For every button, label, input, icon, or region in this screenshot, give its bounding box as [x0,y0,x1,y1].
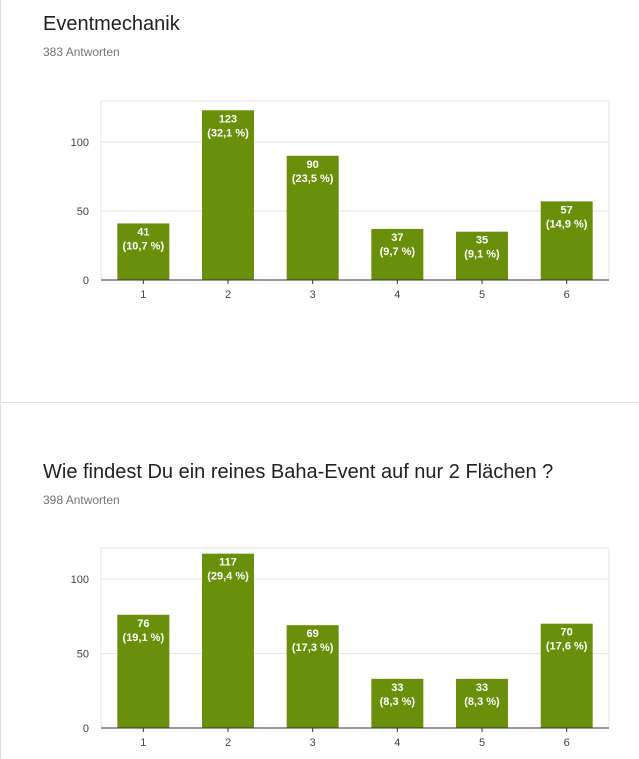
bar-value-label: 123 [219,113,237,125]
bar-value-label: 37 [391,232,403,244]
bar-percent-label: (8,3 %) [464,696,500,708]
bar[interactable] [371,228,424,280]
bar[interactable] [540,201,593,280]
bar-percent-label: (29,4 %) [207,571,249,583]
x-tick-label: 6 [564,737,570,749]
x-tick-label: 3 [310,289,316,301]
bar-percent-label: (17,3 %) [292,642,334,654]
bar-percent-label: (17,6 %) [546,641,588,653]
bar-value-label: 41 [137,226,149,238]
x-tick-label: 5 [479,289,485,301]
bar-value-label: 57 [561,204,573,216]
question-card-2: Wie findest Du ein reines Baha-Event auf… [0,404,639,759]
bar[interactable] [286,155,339,280]
x-tick-label: 2 [225,737,231,749]
bar-value-label: 35 [476,235,488,247]
y-tick-label: 0 [83,275,89,287]
bar-percent-label: (9,7 %) [380,246,416,258]
x-tick-label: 2 [225,289,231,301]
bar-value-label: 70 [561,627,573,639]
x-tick-label: 4 [394,737,400,749]
bar-value-label: 117 [219,557,237,569]
y-tick-label: 100 [71,574,89,586]
bar-percent-label: (23,5 %) [292,173,334,185]
bar-percent-label: (19,1 %) [123,632,165,644]
bar-percent-label: (14,9 %) [546,218,588,230]
question-title: Wie findest Du ein reines Baha-Event auf… [43,461,554,483]
bar-value-label: 90 [307,159,319,171]
bar[interactable] [540,623,593,728]
bar-chart: 0 50 100 76 (19,1 %) 1 117 (29,4 %) 2 69 (17,3 %) 3… [71,547,610,749]
bar-value-label: 33 [476,682,488,694]
y-tick-label: 50 [77,206,89,218]
bar-percent-label: (8,3 %) [380,696,416,708]
x-tick-label: 6 [564,289,570,301]
question-title: Eventmechanik [43,13,180,35]
bar-chart: 0 50 100 41 (10,7 %) 1 123 (32,1 %) 2 90 (23,5 %) 3… [71,100,610,301]
bar[interactable] [371,678,424,728]
bar[interactable] [202,553,255,728]
bar[interactable] [117,223,170,280]
x-tick-label: 5 [479,737,485,749]
y-tick-label: 0 [83,723,89,735]
bar[interactable] [286,625,339,728]
response-count: 383 Antworten [43,45,120,59]
x-tick-label: 4 [394,289,400,301]
response-count: 398 Antworten [43,493,120,507]
bar-percent-label: (9,1 %) [464,249,500,261]
bar[interactable] [117,614,170,728]
bar[interactable] [456,678,509,728]
bar-percent-label: (32,1 %) [207,127,249,139]
bar[interactable] [456,231,509,280]
y-tick-label: 100 [71,137,89,149]
question-card-1: Eventmechanik 383 Antworten 0 50 100 41 (10,… [0,0,639,403]
bar-percent-label: (10,7 %) [123,240,165,252]
bar-value-label: 69 [307,628,319,640]
bar-value-label: 76 [137,618,149,630]
bar-value-label: 33 [391,682,403,694]
x-tick-label: 1 [140,737,146,749]
x-tick-label: 3 [310,737,316,749]
x-tick-label: 1 [140,289,146,301]
bar[interactable] [202,110,255,280]
y-tick-label: 50 [77,649,89,661]
